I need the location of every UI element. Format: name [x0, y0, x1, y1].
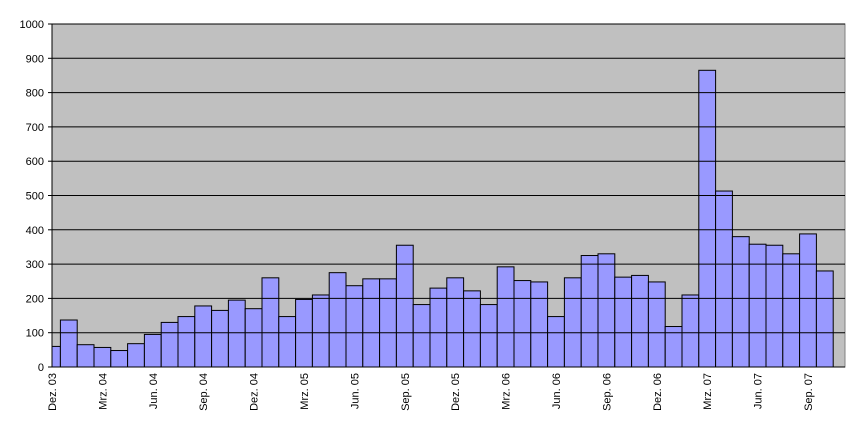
bar [295, 298, 313, 367]
bar [580, 255, 599, 367]
y-tick-label: 800 [26, 88, 44, 100]
bar [227, 299, 246, 367]
x-tick-label: Sep. 06 [601, 373, 613, 411]
bar [799, 233, 817, 367]
bar [379, 278, 397, 367]
x-tick-label: Jun. 04 [148, 373, 160, 409]
bar [362, 278, 381, 367]
bar [244, 308, 263, 367]
bar [681, 294, 700, 367]
bar [463, 290, 481, 367]
bar [597, 253, 616, 367]
bar [160, 321, 179, 367]
bar [311, 294, 330, 367]
x-tick-label: Jun. 07 [753, 373, 765, 409]
bar [647, 281, 666, 367]
x-tick-label: Mrz. 05 [299, 373, 311, 410]
bar [547, 316, 565, 367]
bar [614, 276, 633, 367]
bar [496, 266, 515, 367]
bar [261, 277, 280, 367]
x-tick-label: Dez. 04 [249, 373, 261, 411]
bar [563, 277, 582, 367]
bar [513, 280, 532, 367]
x-tick-label: Mrz. 06 [501, 373, 513, 410]
y-tick-label: 500 [26, 191, 44, 203]
bar [143, 333, 162, 367]
bar [76, 344, 95, 367]
bar [731, 236, 750, 367]
x-tick-label: Sep. 05 [400, 373, 412, 411]
bar [631, 274, 649, 367]
x-tick-label: Jun. 05 [349, 373, 361, 409]
bar [93, 346, 112, 367]
bar [278, 316, 297, 367]
y-tick-label: 700 [26, 122, 44, 134]
bar [59, 319, 78, 367]
bar [328, 272, 347, 367]
x-tick-label: Mrz. 04 [97, 373, 109, 410]
bar [412, 304, 431, 367]
y-tick-label: 100 [26, 328, 44, 340]
x-tick-label: Sep. 07 [803, 373, 815, 411]
bar [395, 244, 414, 367]
bar [530, 281, 549, 367]
y-tick-label: 600 [26, 156, 44, 168]
bar [211, 309, 229, 367]
x-tick-label: Mrz. 07 [702, 373, 714, 410]
x-tick-label: Sep. 04 [198, 373, 210, 411]
x-tick-label: Dez. 06 [652, 373, 664, 411]
x-tick-label: Dez. 03 [47, 373, 59, 411]
y-tick-label: 300 [26, 259, 44, 271]
bar [177, 316, 196, 367]
y-tick-label: 400 [26, 225, 44, 237]
y-tick-label: 200 [26, 293, 44, 305]
bar [194, 305, 213, 367]
bar [110, 350, 129, 367]
bar [698, 69, 717, 367]
bar [782, 253, 801, 367]
y-tick-label: 1000 [20, 19, 44, 31]
bar [446, 277, 465, 367]
bar [748, 243, 767, 367]
y-tick-label: 0 [38, 362, 44, 374]
bar [429, 287, 448, 367]
bar [715, 190, 733, 367]
bar [765, 244, 784, 367]
bar [127, 343, 145, 367]
bar [815, 270, 834, 367]
bars [52, 69, 834, 367]
bar [479, 304, 498, 367]
y-tick-label: 900 [26, 53, 44, 65]
x-tick-label: Jun. 06 [551, 373, 563, 409]
x-tick-label: Dez. 05 [450, 373, 462, 411]
